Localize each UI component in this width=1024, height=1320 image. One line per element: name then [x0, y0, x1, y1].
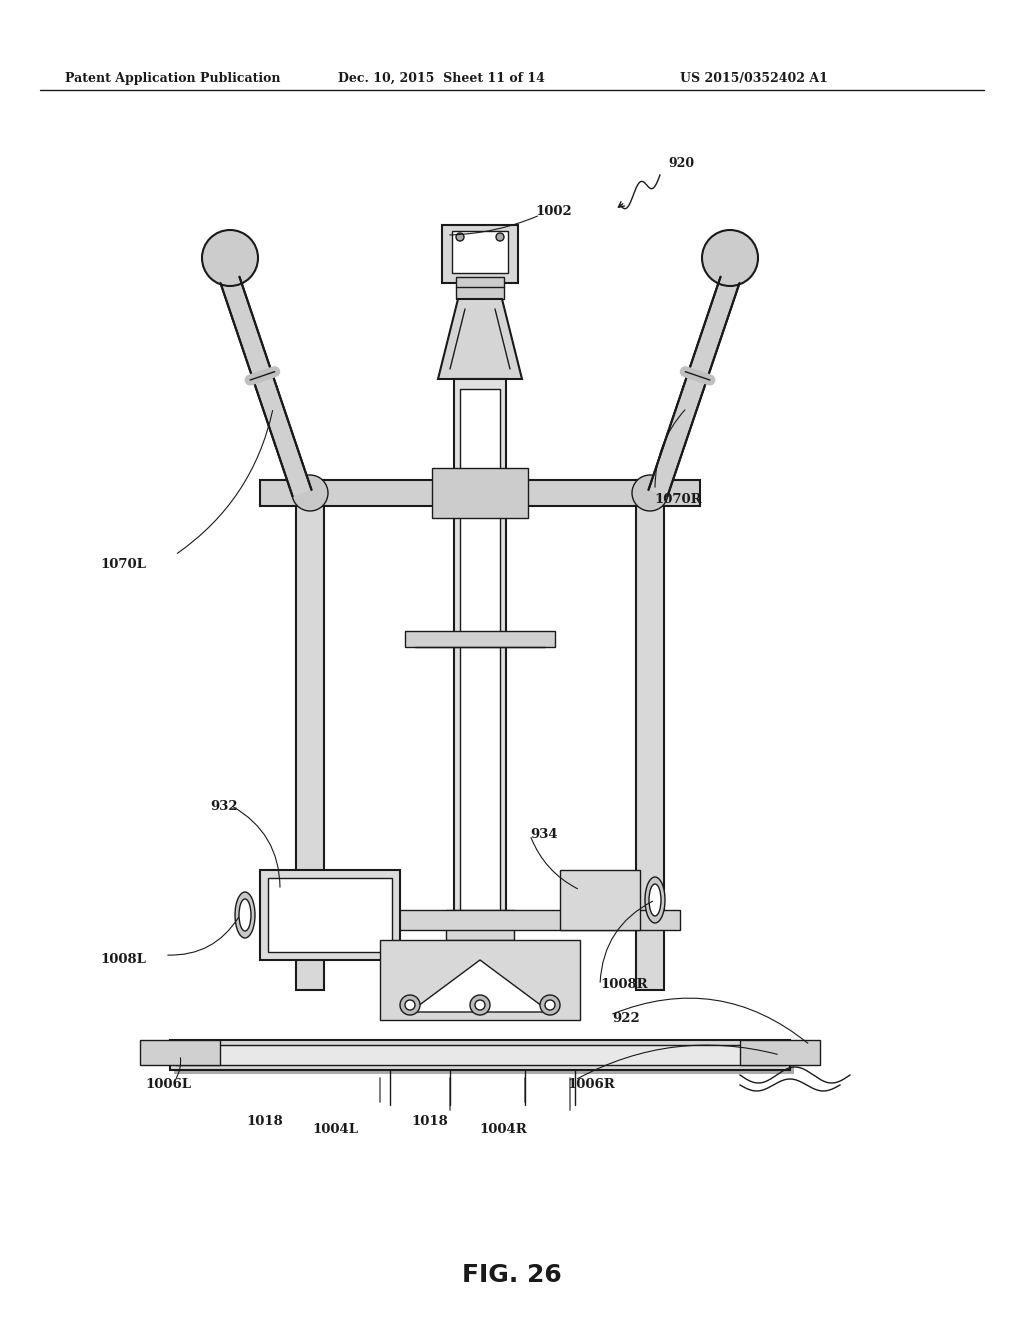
- Text: Patent Application Publication: Patent Application Publication: [65, 73, 281, 84]
- Text: 1004L: 1004L: [312, 1123, 358, 1137]
- Bar: [456, 277, 504, 300]
- Bar: [175, 1045, 785, 1065]
- Circle shape: [496, 234, 504, 242]
- Bar: [454, 379, 506, 940]
- Bar: [452, 231, 508, 273]
- Ellipse shape: [645, 876, 665, 923]
- Circle shape: [202, 230, 258, 286]
- Bar: [740, 1040, 820, 1065]
- Circle shape: [632, 475, 668, 511]
- Text: 934: 934: [530, 828, 558, 841]
- Bar: [280, 909, 680, 931]
- Polygon shape: [648, 277, 739, 496]
- Bar: [560, 870, 640, 931]
- Ellipse shape: [239, 899, 251, 931]
- Bar: [260, 480, 700, 506]
- Text: 1008R: 1008R: [600, 978, 647, 991]
- Circle shape: [456, 234, 464, 242]
- Bar: [260, 870, 400, 960]
- Bar: [170, 1040, 790, 1071]
- Circle shape: [406, 1001, 415, 1010]
- Bar: [296, 480, 324, 990]
- Text: 1018: 1018: [247, 1115, 284, 1129]
- Text: 922: 922: [612, 1012, 640, 1026]
- Text: 1004R: 1004R: [479, 1123, 527, 1137]
- Bar: [636, 480, 664, 990]
- Polygon shape: [410, 960, 550, 1012]
- Bar: [380, 940, 580, 1020]
- Bar: [140, 1040, 220, 1065]
- Text: Dec. 10, 2015  Sheet 11 of 14: Dec. 10, 2015 Sheet 11 of 14: [338, 73, 545, 84]
- Circle shape: [702, 230, 758, 286]
- Bar: [432, 469, 528, 517]
- Ellipse shape: [649, 884, 662, 916]
- Bar: [268, 878, 392, 952]
- Circle shape: [292, 475, 328, 511]
- Circle shape: [475, 1001, 485, 1010]
- Circle shape: [470, 995, 490, 1015]
- Bar: [446, 909, 514, 940]
- Text: 1070L: 1070L: [100, 558, 145, 572]
- Text: 1006L: 1006L: [145, 1078, 191, 1092]
- Text: 1008L: 1008L: [100, 953, 145, 966]
- Polygon shape: [220, 277, 311, 496]
- Circle shape: [545, 1001, 555, 1010]
- Text: FIG. 26: FIG. 26: [462, 1263, 562, 1287]
- Text: 920: 920: [668, 157, 694, 170]
- Text: 1006R: 1006R: [567, 1078, 614, 1092]
- Ellipse shape: [234, 892, 255, 939]
- Bar: [406, 631, 555, 647]
- Circle shape: [400, 995, 420, 1015]
- Bar: [174, 1044, 794, 1074]
- Bar: [460, 389, 500, 931]
- Text: 1002: 1002: [535, 205, 571, 218]
- Circle shape: [540, 995, 560, 1015]
- Text: 1018: 1018: [412, 1115, 449, 1129]
- Text: 932: 932: [210, 800, 238, 813]
- Text: 1070R: 1070R: [654, 492, 701, 506]
- Text: US 2015/0352402 A1: US 2015/0352402 A1: [680, 73, 827, 84]
- Polygon shape: [438, 300, 522, 379]
- Bar: [442, 224, 518, 282]
